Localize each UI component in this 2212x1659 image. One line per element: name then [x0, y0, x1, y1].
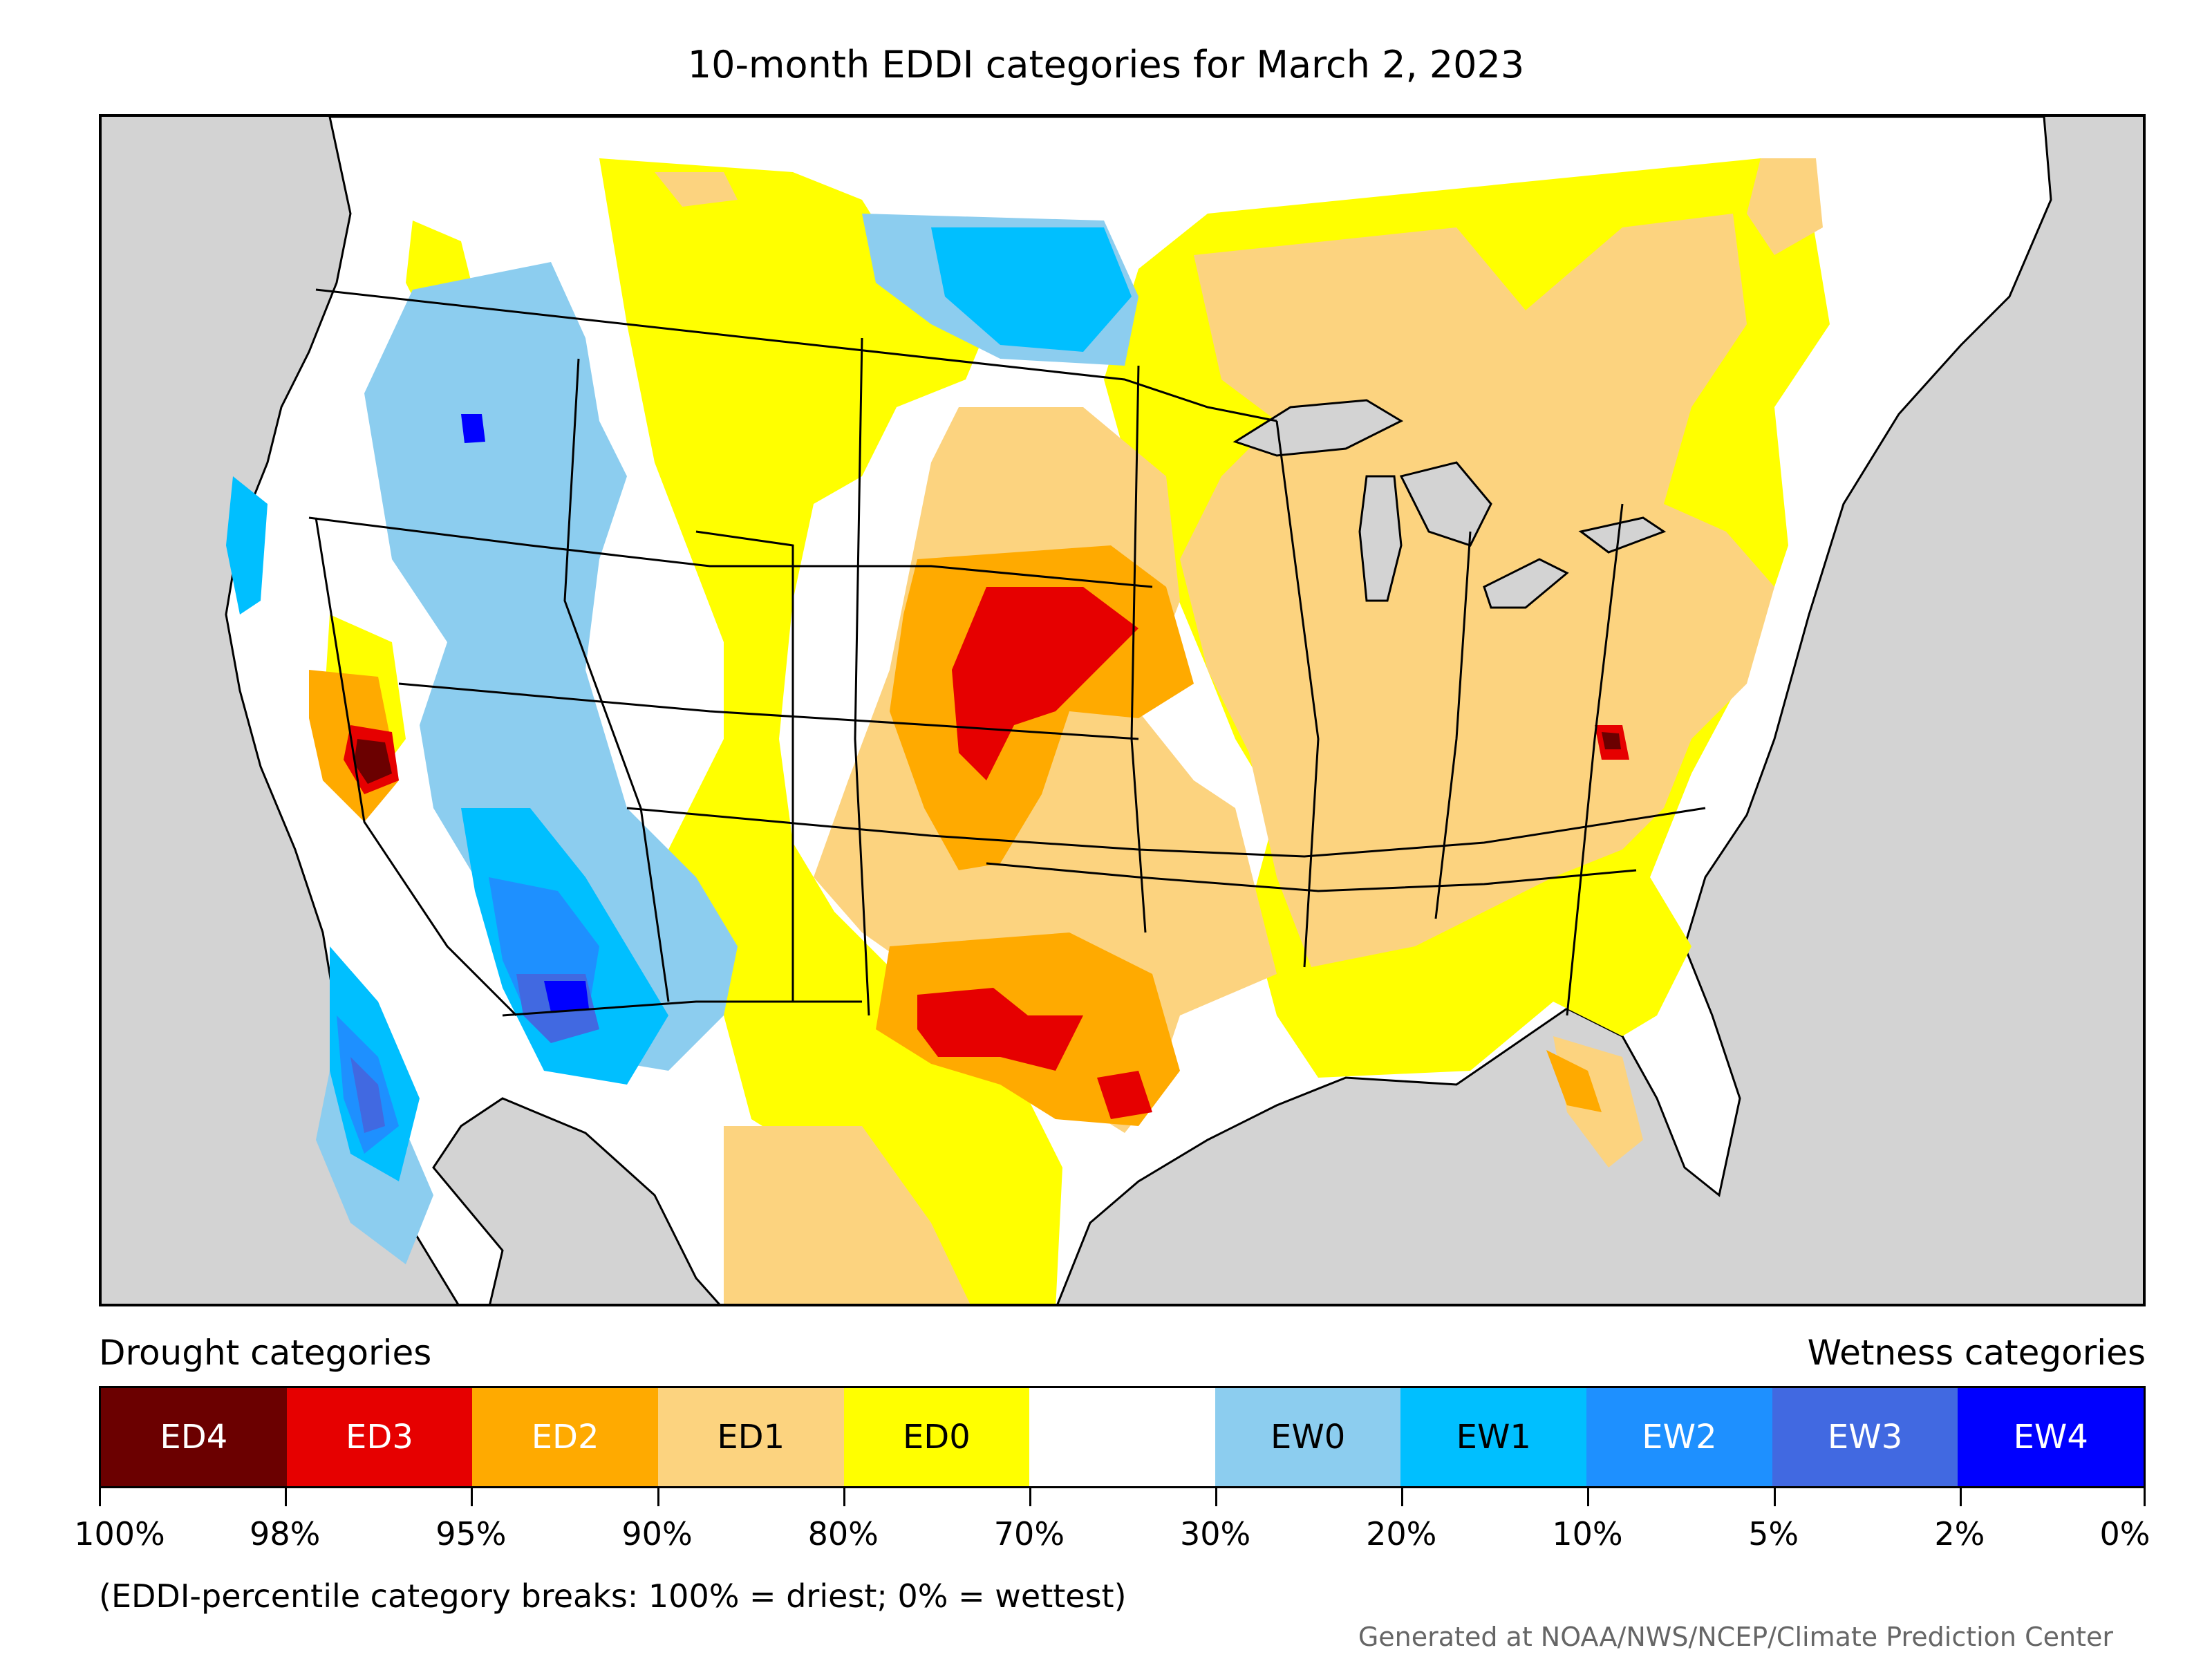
legend-break-label: 0% — [2099, 1515, 2150, 1553]
credit-text: Generated at NOAA/NWS/NCEP/Climate Predi… — [1358, 1622, 2113, 1652]
legend-tick — [285, 1488, 288, 1506]
legend-swatch-ed3: ED3 — [286, 1388, 473, 1486]
legend-tick — [1773, 1488, 1776, 1506]
legend-swatch-ew4: EW4 — [1958, 1388, 2144, 1486]
legend-break-label: 98% — [250, 1515, 321, 1553]
legend-swatch-ew3: EW3 — [1772, 1388, 1958, 1486]
legend-tick — [1959, 1488, 1962, 1506]
legend-break-label: 90% — [621, 1515, 693, 1553]
legend-break-label: 100% — [74, 1515, 165, 1553]
legend-swatch-ed1: ED1 — [657, 1388, 844, 1486]
wetness-categories-heading: Wetness categories — [1807, 1333, 2146, 1373]
legend-break-label: 2% — [1934, 1515, 1985, 1553]
drought-categories-heading: Drought categories — [99, 1333, 432, 1373]
legend-swatch-ew1: EW1 — [1400, 1388, 1587, 1486]
legend-tick — [1029, 1488, 1031, 1506]
legend-break-label: 95% — [435, 1515, 507, 1553]
legend-tick — [99, 1488, 101, 1506]
legend-tick — [2144, 1488, 2146, 1506]
category-legend-bar: ED4 ED3 ED2 ED1 ED0 EW0 EW1 EW2 EW3 EW4 — [99, 1386, 2146, 1488]
legend-tick — [1587, 1488, 1590, 1506]
legend-tick — [1215, 1488, 1218, 1506]
legend-break-label: 80% — [807, 1515, 879, 1553]
legend-swatch-ed4: ED4 — [101, 1388, 287, 1486]
ew4-regions — [461, 414, 589, 1012]
legend-swatch-ed0: ED0 — [843, 1388, 1030, 1486]
legend-ticks — [99, 1488, 2146, 1509]
ew1-regions — [226, 227, 1132, 1181]
legend-break-label: 5% — [1748, 1515, 1799, 1553]
legend-swatch-normal — [1029, 1388, 1215, 1486]
legend-swatch-ew2: EW2 — [1586, 1388, 1772, 1486]
map-canvas — [102, 117, 2143, 1304]
legend-break-label: 70% — [993, 1515, 1065, 1553]
ed4-regions — [354, 732, 1621, 784]
legend-tick — [657, 1488, 659, 1506]
legend-swatch-ew0: EW0 — [1215, 1388, 1401, 1486]
legend-break-label: 10% — [1552, 1515, 1623, 1553]
legend-tick — [843, 1488, 845, 1506]
legend-break-label: 20% — [1366, 1515, 1437, 1553]
map-title: 10-month EDDI categories for March 2, 20… — [687, 43, 1525, 86]
legend-tick — [1401, 1488, 1404, 1506]
category-note: (EDDI-percentile category breaks: 100% =… — [99, 1577, 1127, 1615]
state-borders — [308, 288, 1706, 1017]
legend-break-label: 30% — [1179, 1515, 1251, 1553]
legend-tick — [471, 1488, 474, 1506]
legend-swatch-ed2: ED2 — [472, 1388, 658, 1486]
eddi-map — [99, 114, 2146, 1306]
great-lakes — [1232, 399, 1667, 609]
